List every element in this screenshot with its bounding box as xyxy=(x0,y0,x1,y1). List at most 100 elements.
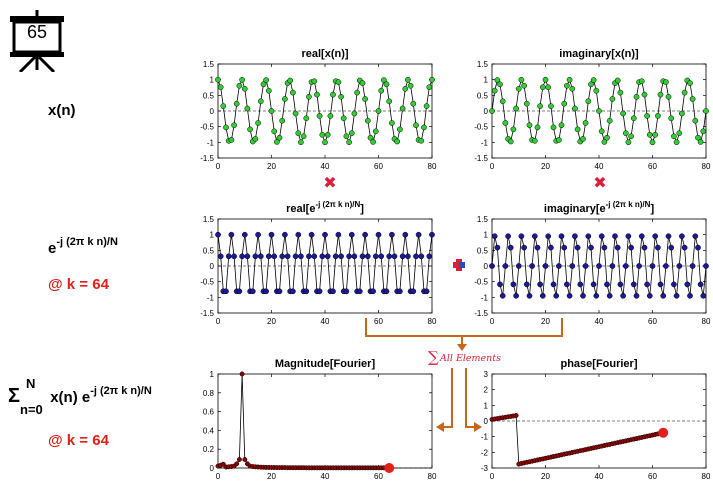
x-tick-label: 60 xyxy=(648,162,657,171)
x-tick-label: 0 xyxy=(216,317,221,326)
y-tick-label: 1 xyxy=(210,76,215,85)
y-tick-label: -1 xyxy=(207,293,215,302)
x-tick-label: 80 xyxy=(428,317,437,326)
data-point xyxy=(217,253,224,260)
data-point xyxy=(295,130,302,137)
data-point xyxy=(590,77,597,83)
data-point xyxy=(609,96,616,102)
data-point xyxy=(585,233,592,240)
y-tick-label: -1 xyxy=(481,138,489,147)
chart-title: imaginary[e-j (2π k n)/N] xyxy=(544,200,655,215)
data-point xyxy=(614,244,621,251)
data-point xyxy=(657,91,664,98)
data-point xyxy=(263,77,269,83)
data-point xyxy=(491,233,498,240)
data-point xyxy=(507,244,514,251)
data-point xyxy=(276,134,283,141)
data-point xyxy=(673,139,680,146)
data-point xyxy=(657,281,664,288)
data-point xyxy=(324,253,331,260)
data-point xyxy=(274,139,280,145)
data-point xyxy=(521,82,527,89)
data-point xyxy=(513,413,519,418)
plus-icon xyxy=(453,259,465,271)
data-point xyxy=(676,130,683,137)
data-point xyxy=(695,244,701,251)
chart-imag-xn: imaginary[x(n)]1.510.50-0.5-1-1.50 20 40 60… xyxy=(474,48,711,171)
data-point xyxy=(679,233,685,240)
data-point xyxy=(625,233,632,240)
data-point xyxy=(553,292,560,299)
data-point xyxy=(502,120,509,126)
data-point xyxy=(622,130,629,137)
data-point xyxy=(617,281,624,288)
chart-real-xn: real[x(n)]1.510.50-0.5-1-1.50 20 40 60 80 xyxy=(200,48,437,171)
data-point xyxy=(375,108,382,114)
data-point xyxy=(574,126,581,133)
sum-all-sigma: ∑ xyxy=(428,348,439,366)
data-point xyxy=(351,110,358,117)
data-point xyxy=(593,292,600,299)
data-point xyxy=(558,233,565,240)
data-point xyxy=(582,263,589,269)
data-point xyxy=(372,128,379,135)
sum-connector xyxy=(365,318,563,351)
data-point xyxy=(644,281,650,288)
data-point xyxy=(550,281,557,288)
data-point xyxy=(236,288,243,295)
data-point xyxy=(372,253,379,260)
y-tick-label: 0.5 xyxy=(477,91,489,100)
data-point xyxy=(572,233,578,240)
y-tick-label: 0.5 xyxy=(477,246,489,255)
y-tick-label: 0 xyxy=(210,262,215,271)
data-point xyxy=(556,137,562,143)
data-point xyxy=(265,87,272,94)
data-point xyxy=(260,81,267,88)
data-point xyxy=(625,139,632,146)
x-tick-label: 40 xyxy=(321,472,330,481)
y-tick-label: -1.5 xyxy=(200,154,214,163)
data-point xyxy=(383,81,390,88)
k-label-2: @ k = 64 xyxy=(48,432,109,449)
x-tick-label: 80 xyxy=(702,317,711,326)
data-point xyxy=(604,134,610,141)
y-tick-label: -1 xyxy=(481,433,489,442)
data-point xyxy=(663,79,669,85)
data-point xyxy=(689,96,696,102)
data-point xyxy=(257,253,264,260)
data-point xyxy=(311,253,318,260)
data-point xyxy=(244,105,251,112)
x-tick-label: 0 xyxy=(490,472,495,481)
data-point xyxy=(271,128,278,135)
data-point xyxy=(426,253,433,260)
data-point xyxy=(303,288,310,295)
data-point xyxy=(236,457,242,462)
data-point xyxy=(252,136,259,142)
data-point xyxy=(413,122,419,129)
data-point xyxy=(652,233,659,240)
y-tick-label: 1.5 xyxy=(203,60,215,69)
data-point xyxy=(236,82,243,89)
data-point xyxy=(689,263,696,269)
data-point xyxy=(606,117,613,124)
data-point xyxy=(489,108,495,114)
chart-title: Magnitude[Fourier] xyxy=(275,358,376,370)
data-point xyxy=(397,126,403,133)
data-point xyxy=(641,91,648,98)
y-tick-label: -0.5 xyxy=(200,278,214,287)
data-point xyxy=(346,253,352,260)
data-point xyxy=(572,105,578,112)
data-point xyxy=(494,244,501,251)
data-point xyxy=(378,253,385,260)
y-tick-label: -0.5 xyxy=(474,278,488,287)
data-point xyxy=(687,80,693,86)
y-tick-label: 0.6 xyxy=(203,408,215,417)
data-point xyxy=(521,244,527,251)
highlight-point xyxy=(658,427,669,438)
data-point xyxy=(649,263,656,269)
y-tick-label: 1.5 xyxy=(477,60,489,69)
data-point xyxy=(239,76,245,83)
x-tick-label: 20 xyxy=(541,472,550,481)
